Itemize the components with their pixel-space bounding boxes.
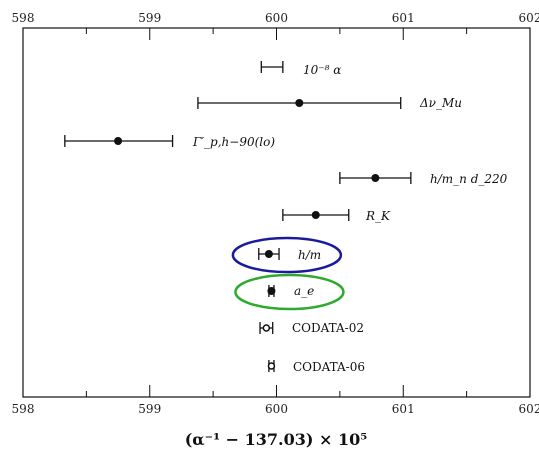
series-label: R_K	[365, 209, 391, 223]
series-label: CODATA-02	[292, 321, 364, 335]
data-point	[295, 99, 304, 107]
data-point	[264, 250, 273, 258]
bottom-tick-label: 599	[138, 402, 161, 416]
x-axis-label: (α⁻¹ − 137.03) × 10⁵	[185, 430, 368, 449]
bottom-tick-label: 600	[265, 402, 288, 416]
top-tick-label: 601	[392, 11, 415, 25]
data-point	[311, 211, 320, 219]
x-ticks	[85, 28, 468, 397]
series-label: Γ′_p,h−90(lo)	[192, 135, 275, 149]
bottom-tick-label: 601	[392, 402, 415, 416]
top-tick-labels: 598 599 600 601 602	[12, 11, 539, 25]
measurements	[64, 61, 412, 372]
series-label: Δν_Mu	[419, 96, 462, 110]
data-point	[371, 174, 380, 182]
highlight-ellipse	[234, 273, 345, 311]
bottom-tick-labels: 598 599 600 601 602	[12, 402, 539, 416]
series-label: h/m_n d_220	[430, 172, 508, 186]
top-tick-label: 599	[138, 11, 161, 25]
series-label: CODATA-06	[293, 360, 365, 374]
bottom-tick-label: 602	[519, 402, 539, 416]
plot-frame	[22, 27, 531, 398]
top-tick-label: 602	[519, 11, 539, 25]
data-point	[267, 287, 276, 295]
series-label: a_e	[294, 284, 314, 298]
top-tick-label: 600	[265, 11, 288, 25]
data-point	[114, 137, 123, 145]
highlight-ellipse	[231, 236, 343, 274]
series-label: h/m	[298, 248, 321, 262]
series-labels: 10⁻⁸ α Δν_Mu Γ′_p,h−90(lo) h/m_n d_220 R…	[192, 63, 508, 374]
bottom-tick-label: 598	[12, 402, 35, 416]
series-label: 10⁻⁸ α	[303, 63, 341, 77]
data-point	[262, 324, 271, 332]
data-point	[267, 362, 276, 370]
top-tick-label: 598	[12, 11, 35, 25]
